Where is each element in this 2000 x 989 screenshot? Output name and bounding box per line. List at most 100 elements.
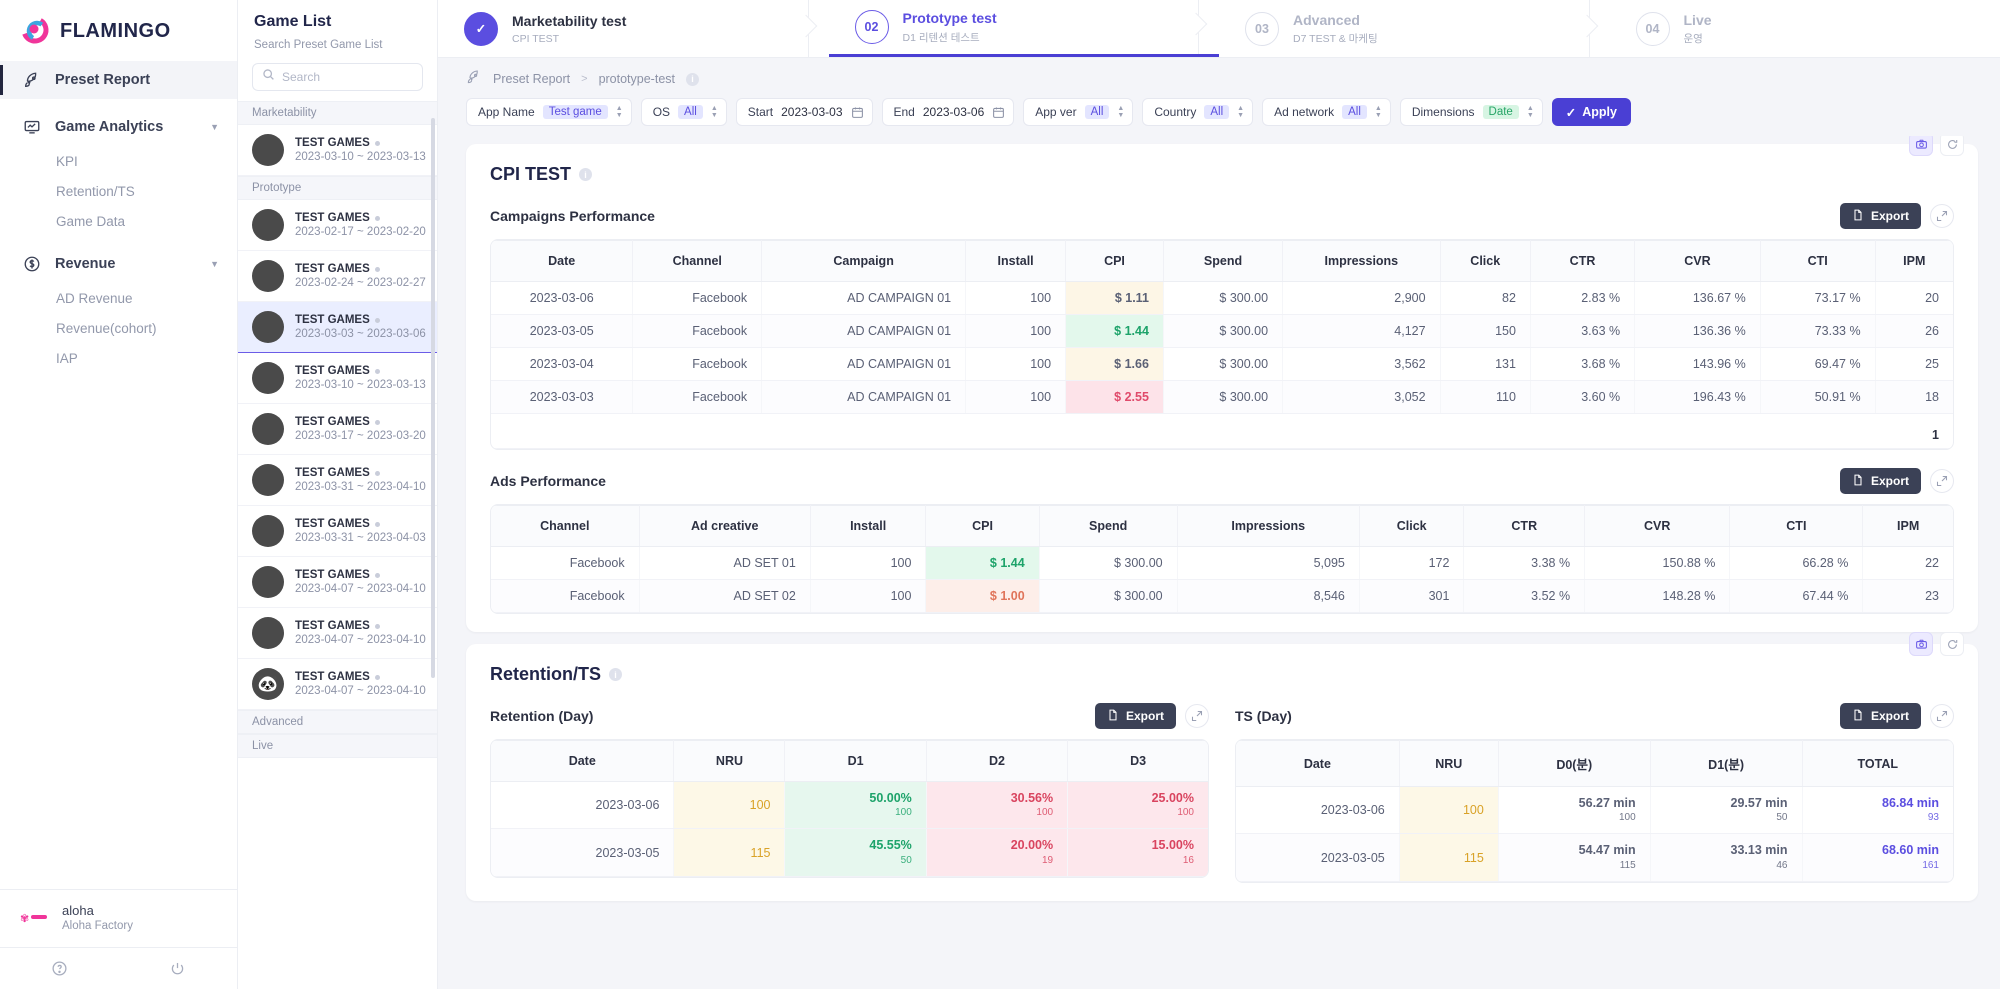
stepper-icon[interactable]: ▲ ▼ (1374, 105, 1382, 119)
filter-dimensions[interactable]: Dimensions Date ▲ ▼ (1399, 98, 1543, 126)
column-header[interactable]: Date (491, 740, 675, 782)
column-header[interactable]: CVR (1634, 240, 1761, 282)
column-header[interactable]: CTR (1530, 240, 1636, 282)
table-row[interactable]: 2023-03-06 100 50.00% 100 30.56% 100 25.00% 100 (491, 781, 1208, 830)
user-profile[interactable]: ✾ aloha Aloha Factory (0, 888, 237, 947)
stepper-icon[interactable]: ▲ ▼ (710, 105, 718, 119)
export-button[interactable]: Export (1839, 703, 1921, 729)
column-header[interactable]: Spend (1163, 240, 1284, 282)
filter-end[interactable]: End 2023-03-06 (881, 98, 1015, 126)
expand-icon[interactable] (1930, 469, 1954, 493)
filter-app-ver[interactable]: App ver All ▲ ▼ (1023, 98, 1134, 126)
column-header[interactable]: CTR (1463, 505, 1586, 547)
filter-ad-network[interactable]: Ad network All ▲ ▼ (1262, 98, 1391, 126)
column-header[interactable]: IPM (1875, 240, 1953, 282)
column-header[interactable]: Install (965, 240, 1067, 282)
column-header[interactable]: CPI (925, 505, 1040, 547)
search-input[interactable] (282, 70, 413, 84)
export-button[interactable]: Export (1839, 468, 1921, 494)
capture-icon[interactable] (1909, 136, 1933, 156)
search-box[interactable] (252, 63, 423, 91)
table-row[interactable]: 2023-03-03 Facebook AD CAMPAIGN 01 100 $ 2.5… (491, 380, 1953, 414)
info-icon[interactable]: i (686, 72, 699, 86)
help-icon[interactable] (0, 948, 119, 989)
column-header[interactable]: Install (810, 505, 927, 547)
column-header[interactable]: Date (1236, 740, 1400, 787)
column-header[interactable]: Channel (491, 505, 640, 547)
sidebar-item-iap[interactable]: IAP (0, 343, 237, 373)
table-row[interactable]: 2023-03-04 Facebook AD CAMPAIGN 01 100 $ 1.6… (491, 347, 1953, 381)
column-header[interactable]: D0(분) (1498, 740, 1651, 787)
column-header[interactable]: Ad creative (639, 505, 811, 547)
power-icon[interactable] (119, 948, 238, 989)
calendar-icon[interactable] (992, 106, 1005, 119)
column-header[interactable]: CPI (1065, 240, 1164, 282)
expand-icon[interactable] (1930, 204, 1954, 228)
breadcrumb-root[interactable]: Preset Report (493, 72, 571, 86)
expand-icon[interactable] (1185, 704, 1209, 728)
step-3[interactable]: 03 Advanced D7 TEST & 마케팅 (1219, 0, 1610, 57)
column-header[interactable]: D1(분) (1650, 740, 1803, 787)
list-item[interactable]: TEST GAMES 2023-03-17 ~ 2023-03-20 (238, 404, 437, 455)
column-header[interactable]: D1 (784, 740, 927, 782)
pagination[interactable]: 1 (491, 414, 1953, 449)
table-row[interactable]: 2023-03-05 Facebook AD CAMPAIGN 01 100 $ 1.4… (491, 314, 1953, 348)
capture-icon[interactable] (1909, 632, 1933, 656)
info-icon[interactable]: i (579, 168, 593, 181)
sidebar-item-ad-revenue[interactable]: AD Revenue (0, 283, 237, 313)
list-item[interactable]: TEST GAMES 2023-04-07 ~ 2023-04-10 (238, 557, 437, 608)
info-icon[interactable]: i (609, 668, 622, 681)
column-header[interactable]: Date (491, 240, 634, 282)
column-header[interactable]: D2 (926, 740, 1069, 782)
column-header[interactable]: Click (1359, 505, 1465, 547)
column-header[interactable]: Impressions (1177, 505, 1360, 547)
list-item[interactable]: TEST GAMES 2023-02-24 ~ 2023-02-27 (238, 251, 437, 302)
filter-app-name[interactable]: App Name Test game ▲ ▼ (466, 98, 632, 126)
breadcrumb-current[interactable]: prototype-test (598, 72, 675, 86)
report-scroll-area[interactable]: CPI TEST i Campaigns Performance (438, 136, 2000, 989)
game-list-scrollbar[interactable] (431, 118, 435, 678)
column-header[interactable]: Spend (1039, 505, 1178, 547)
list-item[interactable]: TEST GAMES 2023-02-17 ~ 2023-02-20 (238, 200, 437, 251)
column-header[interactable]: TOTAL (1802, 740, 1953, 787)
list-item[interactable]: TEST GAMES 2023-03-10 ~ 2023-03-13 (238, 125, 437, 176)
table-row[interactable]: 2023-03-06 100 56.27 min 100 29.57 min 50 86.8… (1236, 786, 1953, 835)
column-header[interactable]: Channel (632, 240, 763, 282)
sidebar-item-preset-report[interactable]: Preset Report (0, 61, 237, 99)
filter-country[interactable]: Country All ▲ ▼ (1142, 98, 1254, 126)
step-2[interactable]: 02 Prototype test D1 리텐션 테스트 (828, 0, 1219, 57)
column-header[interactable]: Impressions (1282, 240, 1441, 282)
list-item[interactable]: 🐼 TEST GAMES 2023-04-07 ~ 2023-04-10 (238, 659, 437, 710)
stepper-icon[interactable]: ▲ ▼ (1526, 105, 1534, 119)
stepper-icon[interactable]: ▲ ▼ (1117, 105, 1125, 119)
stepper-icon[interactable]: ▲ ▼ (615, 105, 623, 119)
list-item[interactable]: TEST GAMES 2023-03-31 ~ 2023-04-10 (238, 455, 437, 506)
list-item[interactable]: TEST GAMES 2023-03-31 ~ 2023-04-03 (238, 506, 437, 557)
calendar-icon[interactable] (851, 106, 864, 119)
column-header[interactable]: Click (1440, 240, 1531, 282)
column-header[interactable]: D3 (1067, 740, 1208, 782)
filter-start[interactable]: Start 2023-03-03 (735, 98, 873, 126)
table-row[interactable]: 2023-03-05 115 45.55% 50 20.00% 19 15.00% 16 (491, 828, 1208, 877)
step-4[interactable]: 04 Live 운영 (1610, 0, 2000, 57)
apply-button[interactable]: ✓ Apply (1551, 98, 1631, 126)
sidebar-item-game-analytics[interactable]: Game Analytics ▼ (0, 108, 237, 146)
table-row[interactable]: Facebook AD SET 01 100 $ 1.44 $ 300.00 5,095 1… (491, 546, 1953, 580)
sidebar-item-retention-ts[interactable]: Retention/TS (0, 176, 237, 206)
game-list-scroll[interactable]: Marketability TEST GAMES 2023-03-10 ~ 2023… (238, 101, 437, 989)
column-header[interactable]: NRU (1399, 740, 1499, 787)
column-header[interactable]: CVR (1584, 505, 1731, 547)
list-item[interactable]: TEST GAMES 2023-03-03 ~ 2023-03-06 (238, 302, 437, 353)
sidebar-item-kpi[interactable]: KPI (0, 146, 237, 176)
chevron-down-icon[interactable]: ▼ (210, 259, 219, 269)
export-button[interactable]: Export (1094, 703, 1176, 729)
stepper-icon[interactable]: ▲ ▼ (1237, 105, 1245, 119)
column-header[interactable]: NRU (673, 740, 786, 782)
column-header[interactable]: Campaign (761, 240, 967, 282)
sidebar-item-game-data[interactable]: Game Data (0, 206, 237, 236)
list-item[interactable]: TEST GAMES 2023-04-07 ~ 2023-04-10 (238, 608, 437, 659)
refresh-icon[interactable] (1940, 632, 1964, 656)
export-button[interactable]: Export (1839, 203, 1921, 229)
chevron-down-icon[interactable]: ▼ (210, 122, 219, 132)
column-header[interactable]: CTI (1729, 505, 1864, 547)
